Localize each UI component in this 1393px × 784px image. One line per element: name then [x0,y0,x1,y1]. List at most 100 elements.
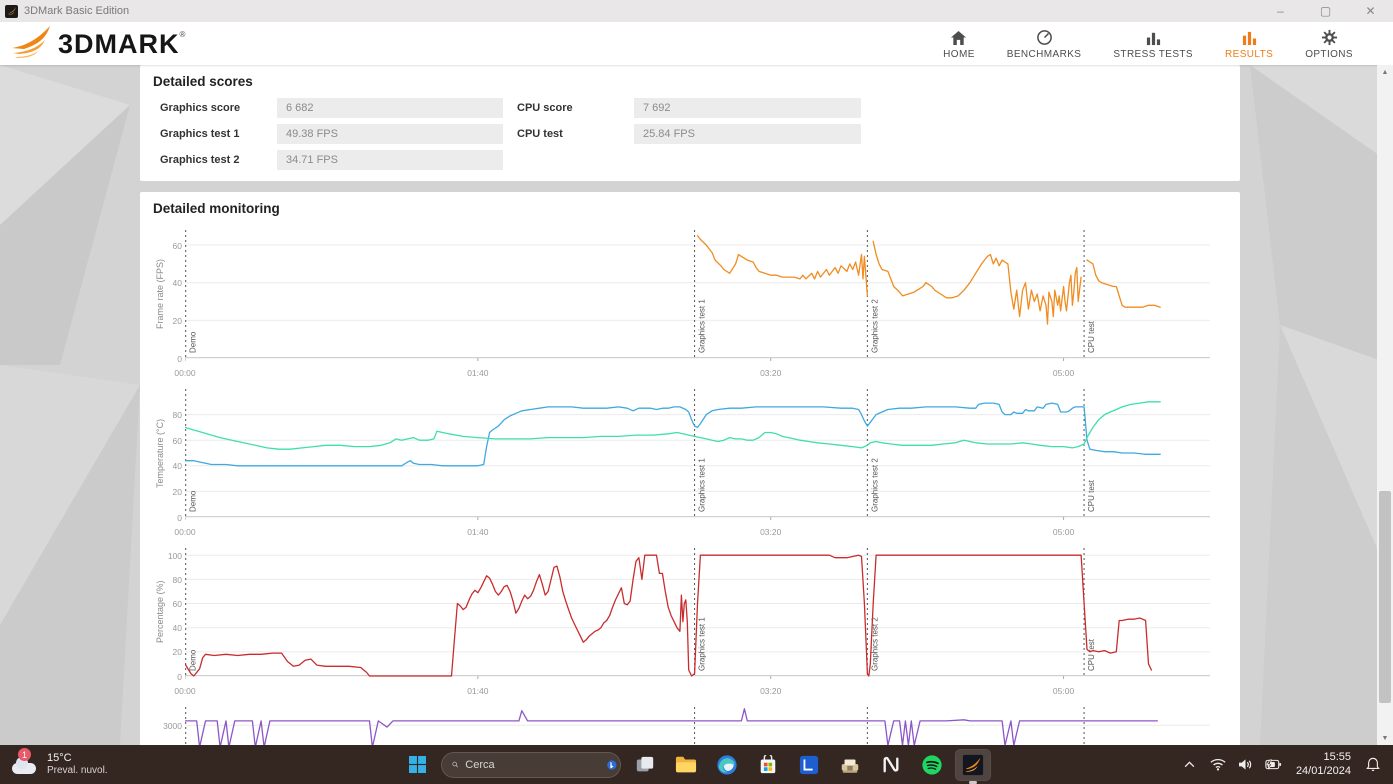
notification-badge: 1 [18,748,31,762]
window-title: 3DMark Basic Edition [24,5,130,17]
wifi-icon[interactable] [1206,751,1230,779]
event-marker-label: Graphics test 2 [870,617,879,671]
start-button[interactable] [400,750,434,780]
scrollbar-thumb[interactable] [1379,491,1391,703]
graphics-test-1-value: 49.38 FPS [277,124,503,144]
minimize-button[interactable]: – [1277,4,1284,18]
vertical-scrollbar[interactable]: ▲ ▼ [1377,65,1393,745]
series-line [184,708,1158,745]
cloud-icon: 1 [12,748,40,776]
volume-icon[interactable] [1234,751,1258,779]
edge-browser-icon[interactable] [710,750,744,780]
nav-options[interactable]: OPTIONS [1293,28,1365,60]
event-marker-label: Graphics test 1 [698,299,707,353]
graphics-test-2-value: 34.71 FPS [277,150,503,170]
taskbar-clock[interactable]: 15:55 24/01/2024 [1296,751,1351,779]
weather-temperature: 15°C [47,752,72,765]
app-icon-3dmark-small [5,4,18,18]
battery-icon[interactable] [1262,751,1286,779]
3dmark-logo: 3DMARK ® [10,24,185,64]
graphics-score-value: 6 682 [277,98,503,118]
detailed-scores-card: Detailed scores Graphics score 6 682 Gra… [140,65,1240,181]
clock-date: 24/01/2024 [1295,764,1351,777]
clock-time: 15:55 [1323,750,1351,763]
file-explorer-icon[interactable] [669,750,703,780]
scroll-up-arrow[interactable]: ▲ [1381,68,1389,76]
cpu-score-value: 7 692 [634,98,861,118]
score-row: Graphics test 2 [160,154,240,166]
3dmark-taskbar-icon[interactable] [955,748,991,784]
event-marker-label: Graphics test 2 [870,299,879,353]
chart-temperature: Temperature (°C) 0 20 40 60 80 Demo Graphics te… [153,389,1240,540]
maximize-button[interactable]: ▢ [1319,4,1332,18]
y-axis-ticks: 0 20 40 60 80 [172,410,182,523]
results-page: Detailed scores Graphics score 6 682 Gra… [0,65,1393,745]
event-marker-label: CPU test [1087,479,1096,512]
wallpaper-n-app-icon[interactable] [874,750,908,780]
x-axis-ticks: 00:00 01:40 03:20 05:00 [174,686,1075,696]
plot-area: Demo Graphics test 1 Graphics test 2 CPU te… [184,389,1210,520]
notification-bell-icon[interactable] [1361,751,1385,779]
spotify-icon[interactable] [915,750,949,780]
weather-widget[interactable]: 1 15°C Preval. nuvol. [12,748,108,777]
logo-registered-mark: ® [179,29,186,39]
windows-taskbar: 1 15°C Preval. nuvol. [0,745,1393,784]
series-line [696,234,869,297]
chart-percentage: Percentage (%) 0 20 40 60 80 100 Demo Graphics t… [153,548,1240,699]
nav-benchmarks[interactable]: BENCHMARKS [995,28,1094,60]
microsoft-store-icon[interactable] [751,750,785,780]
event-marker-label: Demo [189,331,198,353]
scroll-down-arrow[interactable]: ▼ [1381,734,1389,742]
event-marker-label: Graphics test 2 [870,458,879,512]
x-axis-ticks: 00:00 01:40 03:20 05:00 [174,527,1075,537]
series-line [184,401,1161,450]
main-nav: HOME BENCHMARKS STRESS TESTS RESULTS OPT… [931,28,1365,60]
event-marker-label: CPU test [1087,638,1096,671]
search-input[interactable] [465,758,608,771]
score-row: CPU test [517,128,563,140]
weather-condition: Preval. nuvol. [47,765,108,777]
x-axis-ticks: 00:00 01:40 03:20 05:00 [174,368,1075,378]
series-line [184,402,1161,467]
nav-home[interactable]: HOME [931,28,987,60]
score-row: CPU score [517,102,573,114]
options-gear-icon [1321,28,1338,46]
y-axis-label: Temperature (°C) [155,418,165,488]
y-axis-ticks: 0 20 40 60 80 100 [167,550,182,682]
app-header: 3DMARK ® HOME BENCHMARKS STRESS TESTS R [0,22,1393,65]
y-axis-label: Percentage (%) [155,580,165,644]
event-marker-label: Demo [189,649,198,671]
print-3d-app-icon[interactable] [833,750,867,780]
nav-results[interactable]: RESULTS [1213,28,1285,60]
event-marker-label: CPU test [1087,320,1096,353]
taskbar-search[interactable] [441,751,621,778]
chart-frame-rate: Frame rate (FPS) 0 20 40 60 Demo Graphics test… [153,230,1240,381]
event-marker-label: Graphics test 1 [698,617,707,671]
logo-text: 3DMARK [58,28,180,59]
plot-area: Demo Graphics test 1 Graphics test 2 CPU te… [184,230,1210,361]
search-icon [452,761,459,768]
nav-stress-tests[interactable]: STRESS TESTS [1101,28,1205,60]
series-line [872,240,1082,325]
tray-chevron-up-icon[interactable] [1178,751,1202,779]
3dmark-swoosh-icon [12,25,50,58]
lively-wallpaper-icon[interactable] [792,750,826,780]
series-line [1086,259,1161,308]
plot-area: Demo Graphics test 1 Graphics test 2 CPU te… [184,548,1210,679]
close-button[interactable]: ✕ [1365,4,1376,18]
score-row: Graphics score [160,102,241,114]
y-axis-label: Frame rate (FPS) [155,259,165,330]
detailed-monitoring-card: Detailed monitoring Frame rate (FPS) 0 20 4… [140,192,1240,745]
task-view-icon[interactable] [628,750,662,780]
event-marker-label: Graphics test 1 [698,458,707,512]
windows-logo-icon [408,756,426,773]
y-axis-ticks: 3000 [163,720,182,731]
y-axis-ticks: 0 20 40 60 [172,240,182,364]
event-marker-label: Demo [189,490,198,512]
scrollbar-track[interactable] [1377,79,1393,731]
cpu-test-value: 25.84 FPS [634,124,861,144]
home-icon [950,28,967,46]
stress-tests-bars-icon [1145,28,1162,46]
